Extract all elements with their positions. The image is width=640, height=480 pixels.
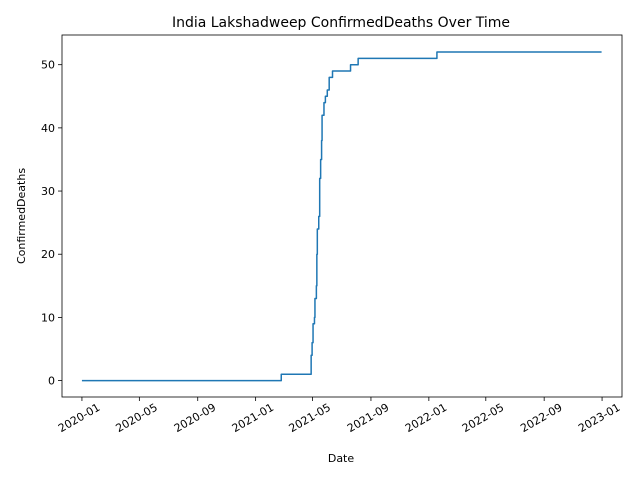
x-tick-label: 2021-05: [287, 401, 333, 435]
series-line-0: [81, 51, 602, 382]
x-tick-label: 2022-09: [518, 401, 564, 435]
y-tick-label: 20: [41, 248, 55, 261]
plot-frame: [61, 34, 623, 398]
x-axis-label: Date: [328, 452, 355, 465]
x-tick-label: 2022-05: [460, 401, 506, 435]
x-tick-label: 2020-09: [172, 401, 218, 435]
y-tick-label: 10: [41, 311, 55, 324]
chart-title: India Lakshadweep ConfirmedDeaths Over T…: [172, 15, 510, 31]
x-tick-label: 2022-01: [403, 401, 449, 435]
y-axis-label: ConfirmedDeaths: [15, 168, 28, 264]
plot-area: 2020-01 2020-05 2020-09 2021-01 2021-05 2021-…: [41, 34, 623, 435]
x-tick-label: 2021-09: [345, 401, 391, 435]
y-tick-label: 0: [48, 375, 55, 388]
x-tick-label: 2023-01: [576, 401, 622, 435]
y-tick-label: 50: [41, 59, 55, 72]
y-tick-label: 40: [41, 122, 55, 135]
x-tick-label: 2021-01: [230, 401, 276, 435]
x-tick-label: 2020-01: [56, 401, 102, 435]
y-tick-label: 30: [41, 185, 55, 198]
x-tick-label: 2020-05: [113, 401, 159, 435]
